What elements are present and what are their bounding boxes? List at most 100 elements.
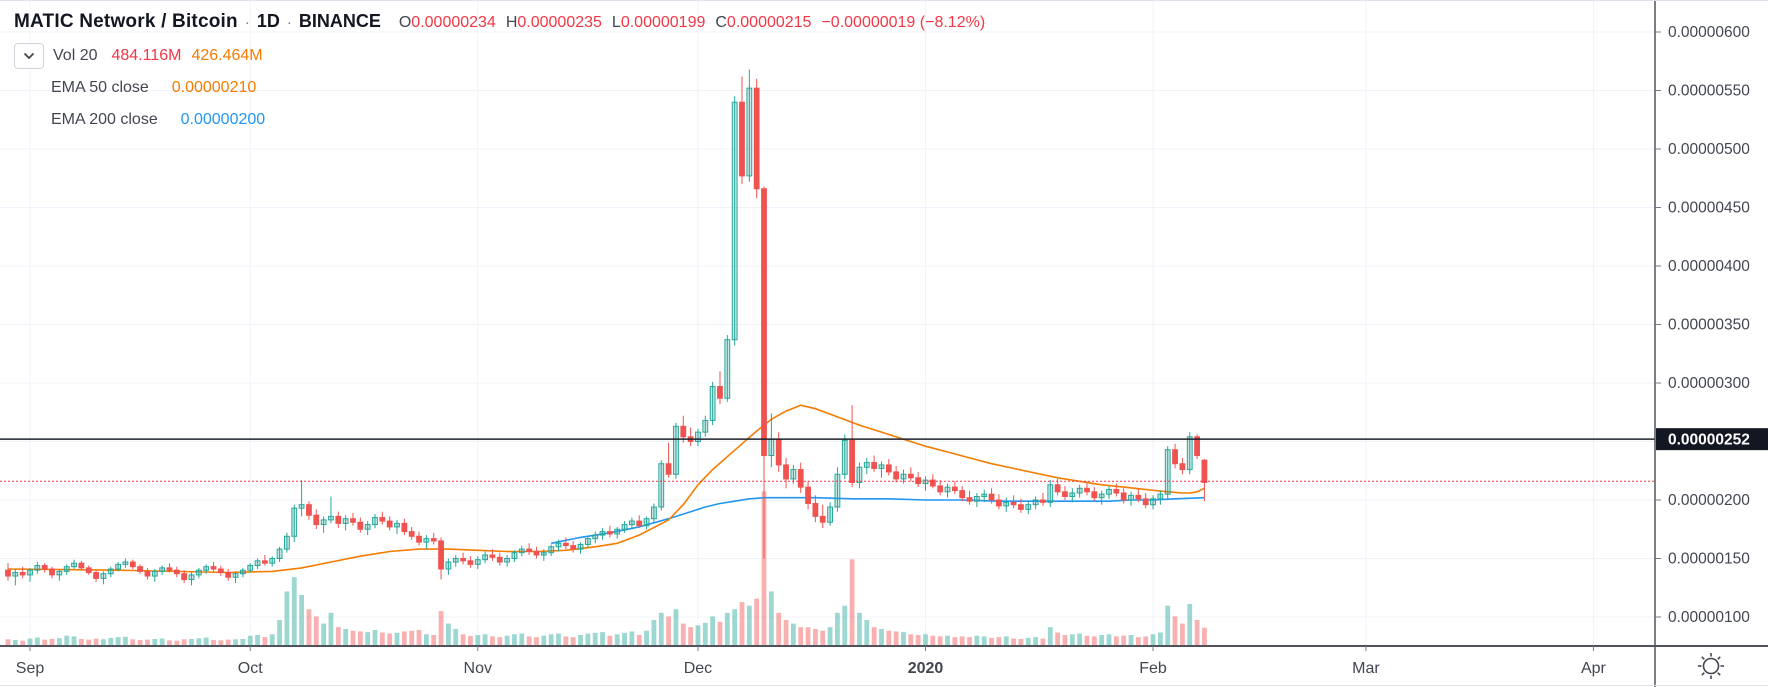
volume-bar <box>284 591 290 645</box>
interval-label[interactable]: 1D <box>256 11 280 31</box>
candle-body <box>768 438 775 457</box>
symbol-name[interactable]: MATIC Network / Bitcoin <box>14 11 238 32</box>
candle-body <box>284 535 290 550</box>
price-axis[interactable] <box>1655 1 1768 687</box>
candle-body <box>988 493 995 501</box>
symbol-header[interactable]: MATIC Network / Bitcoin · 1D · BINANCE O… <box>14 11 985 33</box>
volume-bar <box>1165 605 1171 645</box>
candle-body <box>173 569 180 575</box>
candle-body <box>232 573 239 578</box>
candle-body <box>834 473 841 508</box>
volume-bar <box>189 638 194 645</box>
gear-ray <box>1701 672 1705 676</box>
collapse-legend-button[interactable] <box>14 43 44 69</box>
candle-body <box>1135 494 1142 500</box>
candle-body <box>621 524 628 530</box>
ema50-legend-row[interactable]: EMA 50 close 0.00000210 <box>51 79 256 97</box>
price-tick-label: 0.00000300 <box>1668 375 1750 392</box>
separator-dot: · <box>286 14 292 31</box>
candle-body <box>1150 498 1156 506</box>
candle-body <box>203 566 210 571</box>
volume-legend-row[interactable]: Vol 20 484.116M 426.464M <box>14 43 263 69</box>
volume-bar <box>805 627 811 645</box>
volume-bar <box>534 637 539 645</box>
candle-body <box>5 569 11 577</box>
candle-body <box>717 386 723 399</box>
candle-body <box>115 563 121 570</box>
volume-bar <box>34 637 40 645</box>
gear-ray <box>1717 672 1721 676</box>
candle-body <box>49 568 55 576</box>
volume-bar <box>490 636 495 645</box>
candle-body <box>584 538 591 545</box>
candle-body <box>1010 501 1017 506</box>
volume-bar <box>798 627 804 645</box>
candle-body <box>1047 484 1054 503</box>
ema50-line <box>7 404 1205 574</box>
volume-bar <box>1062 635 1068 645</box>
ema50-label[interactable]: EMA 50 close <box>51 79 149 96</box>
candle-body <box>408 531 415 537</box>
volume-bar <box>211 640 216 645</box>
volume-bar <box>299 595 304 645</box>
separator-dot: · <box>244 14 250 31</box>
candle-body <box>540 552 547 556</box>
volume-value: 484.116M <box>111 47 182 64</box>
candle-body <box>1172 449 1178 465</box>
candle-body <box>151 570 158 577</box>
settings-gear-icon[interactable] <box>1702 657 1720 675</box>
volume-bar <box>688 627 694 645</box>
volume-bar <box>1106 634 1112 645</box>
ohlc-values: O0.00000234 H0.00000235 L0.00000199 C0.0000… <box>399 14 985 32</box>
volume-bar <box>636 635 642 645</box>
volume-bar <box>695 625 701 645</box>
volume-bar <box>306 609 312 645</box>
volume-bar <box>908 634 914 645</box>
candle-body <box>276 548 283 560</box>
candle-body <box>1018 504 1024 510</box>
volume-bar <box>1099 635 1105 645</box>
volume-bar <box>1194 620 1200 645</box>
time-axis[interactable] <box>0 646 1768 687</box>
ema200-legend-row[interactable]: EMA 200 close 0.00000200 <box>51 111 265 129</box>
volume-bar <box>600 632 605 645</box>
volume-bar <box>842 605 848 645</box>
crosshair-price-label: 0.00000252 <box>1668 432 1750 449</box>
candle-body <box>489 554 496 558</box>
ema200-label[interactable]: EMA 200 close <box>51 111 158 128</box>
volume-bar <box>86 639 92 645</box>
volume-bar <box>835 612 840 645</box>
candle-body <box>966 497 973 502</box>
candle-body <box>739 101 745 177</box>
volume-bar <box>379 632 385 645</box>
volume-bar <box>27 638 33 645</box>
volume-bar <box>416 630 422 645</box>
candle-body <box>342 518 349 524</box>
ema50-value: 0.00000210 <box>171 79 257 96</box>
volume-bar <box>512 634 517 645</box>
candle-body <box>1106 488 1112 495</box>
candle-body <box>357 521 364 530</box>
gear-ray <box>1701 656 1705 660</box>
candle-body <box>944 486 951 493</box>
candle-body <box>1054 484 1061 493</box>
candle-body <box>871 462 878 469</box>
volume-bar <box>783 620 789 645</box>
volume-bar <box>475 635 481 645</box>
volume-bar <box>365 632 371 645</box>
volume-bar <box>724 612 730 645</box>
volume-bar <box>1202 627 1207 645</box>
candle-body <box>225 572 232 578</box>
volume-bar <box>49 638 55 645</box>
volume-indicator-label[interactable]: Vol 20 <box>53 47 98 64</box>
volume-bar <box>989 637 994 645</box>
candle-body <box>1164 449 1171 495</box>
candle-body <box>298 504 305 509</box>
volume-bar <box>607 635 613 645</box>
candle-body <box>951 486 958 492</box>
volume-bar <box>945 635 950 645</box>
volume-bar <box>328 612 334 645</box>
candle-body <box>629 520 635 526</box>
time-tick-label: Mar <box>1352 660 1380 677</box>
